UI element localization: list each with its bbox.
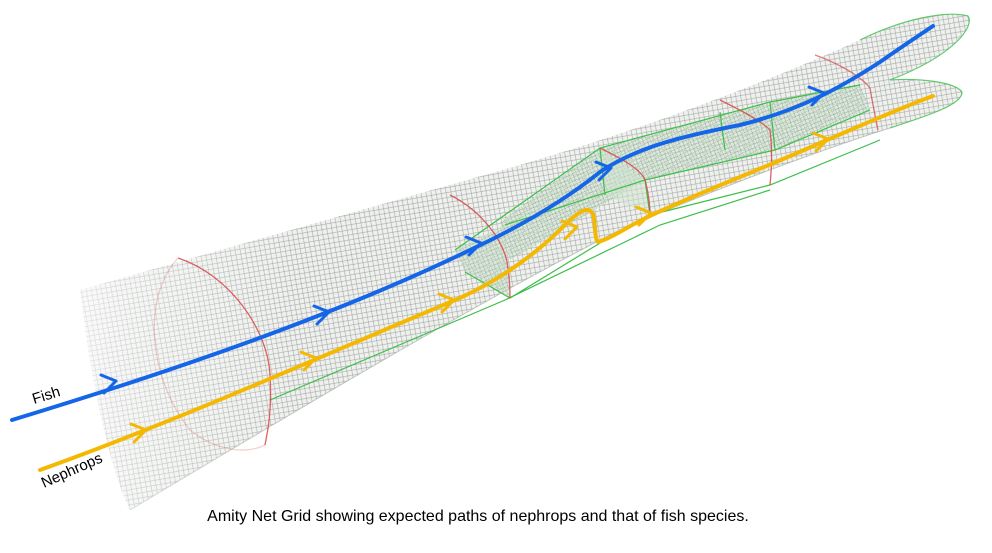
hoop-1 [177, 257, 272, 446]
fish-arrow-2 [312, 304, 331, 326]
figure-caption: Amity Net Grid showing expected paths of… [207, 508, 749, 525]
nephrops-path [38, 94, 935, 472]
fish-arrow-5 [807, 85, 826, 107]
nephrops-path-line [38, 94, 935, 472]
fish-arrow-3 [464, 235, 483, 257]
hoop-3 [599, 147, 651, 216]
nephrops-arrow-4 [560, 219, 579, 241]
nephrops-arrow-1 [129, 422, 148, 444]
nephrops-label: Nephrops [39, 450, 105, 492]
net-hoops [153, 54, 879, 451]
nephrops-arrow-5 [634, 205, 653, 227]
hoop-2 [449, 194, 511, 299]
hoop-4 [719, 99, 773, 186]
net-outline [859, 13, 970, 129]
fish-path-line [10, 24, 935, 422]
nephrops-arrow-3 [437, 292, 456, 314]
fish-path [10, 24, 935, 422]
fish-arrow-4 [594, 160, 613, 182]
net-lower-edge [129, 127, 891, 511]
hoop-5 [814, 54, 879, 131]
hoop-1-back [153, 257, 266, 451]
nephrops-arrow-2 [299, 350, 318, 372]
nephrops-arrow-6 [811, 131, 830, 153]
fish-arrow-1 [99, 373, 118, 395]
